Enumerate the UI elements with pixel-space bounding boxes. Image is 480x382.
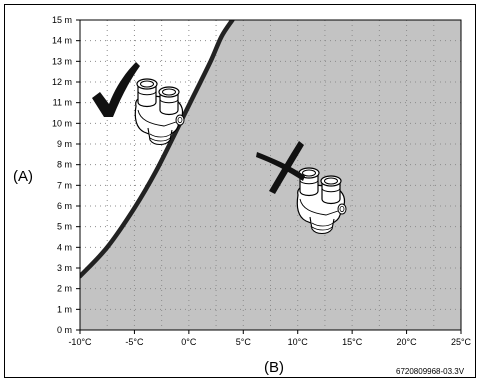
y-tick-label: 6 m [57, 201, 72, 211]
x-tick-label: -5°C [125, 337, 144, 347]
y-tick-label: 2 m [57, 284, 72, 294]
y-tick-label: 1 m [57, 304, 72, 314]
y-tick-label: 7 m [57, 180, 72, 190]
x-axis-label: (B) [264, 359, 284, 376]
chart-frame [4, 4, 476, 378]
x-axis-ticks: -10°C -5°C 0°C 5°C 10°C 15°C 20°C 25°C [68, 330, 472, 347]
y-tick-label: 12 m [52, 77, 72, 87]
y-tick-label: 9 m [57, 139, 72, 149]
x-tick-label: 15°C [342, 337, 363, 347]
y-tick-label: 5 m [57, 222, 72, 232]
y-tick-label: 4 m [57, 242, 72, 252]
y-axis-ticks: 0 m 1 m 2 m 3 m 4 m 5 m 6 m 7 m 8 m 9 m 10 m 11 m 12… [52, 15, 80, 335]
x-tick-label: 0°C [181, 337, 197, 347]
allowed-region [80, 20, 233, 277]
x-tick-label: 10°C [288, 337, 309, 347]
y-tick-label: 10 m [52, 118, 72, 128]
plot-border [79, 19, 462, 331]
y-tick-label: 8 m [57, 160, 72, 170]
checkmark-icon [92, 62, 140, 117]
reference-code: 6720809968-03.3V [396, 367, 465, 376]
y-tick-label: 15 m [52, 15, 72, 25]
y-tick-label: 11 m [53, 98, 72, 108]
y-tick-label: 3 m [57, 263, 72, 273]
x-tick-label: 25°C [451, 337, 472, 347]
cross-icon [256, 141, 305, 194]
y-tick-label: 14 m [52, 36, 72, 46]
y-axis-label: (A) [13, 168, 33, 185]
gridlines [80, 20, 461, 330]
x-tick-label: 5°C [236, 337, 252, 347]
y-tick-label: 0 m [57, 325, 72, 335]
y-tick-label: 13 m [52, 56, 72, 66]
x-tick-label: 20°C [397, 337, 418, 347]
x-tick-label: -10°C [68, 337, 92, 347]
